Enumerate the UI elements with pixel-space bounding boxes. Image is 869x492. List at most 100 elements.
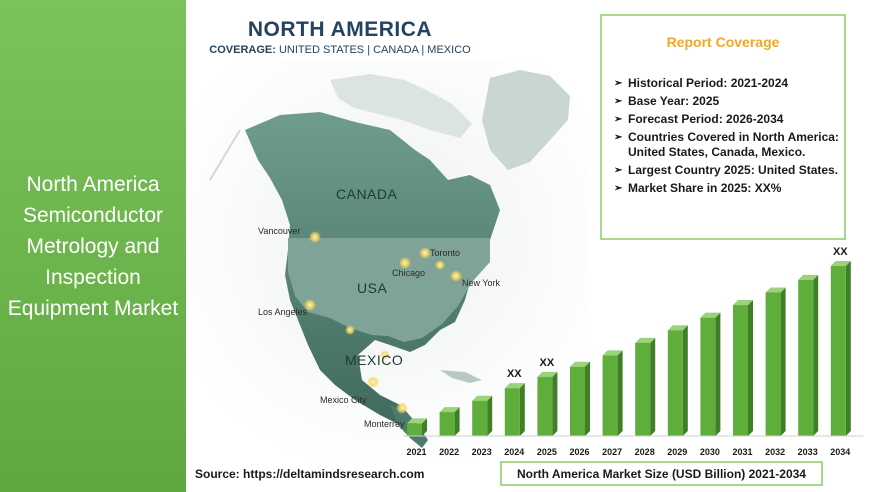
bar-side	[617, 350, 623, 436]
bar-side	[813, 274, 819, 436]
country-label-mexico: MEXICO	[345, 352, 404, 368]
city-label-vancouver: Vancouver	[258, 226, 301, 236]
arrow-bullet-icon: ➢	[614, 114, 623, 125]
bar-side	[487, 395, 493, 436]
bar-front	[830, 266, 846, 436]
bar-front	[700, 317, 716, 436]
country-label-usa: USA	[357, 280, 388, 296]
bar-top	[602, 350, 623, 356]
bar-front	[504, 388, 520, 436]
bar-side	[748, 300, 753, 436]
bar-2028	[635, 337, 656, 436]
bar-side	[682, 325, 688, 436]
city-label-monterrey: Monterrey	[364, 419, 405, 429]
bar-top	[504, 383, 525, 389]
tick-label-2033: 2033	[798, 447, 818, 457]
bar-top	[407, 418, 427, 424]
bar-2033	[798, 274, 819, 436]
source-text: Source: https://deltamindsresearch.com	[195, 467, 425, 481]
arrow-bullet-icon: ➢	[614, 165, 623, 176]
bar-top	[570, 361, 590, 367]
bar-front	[765, 292, 781, 436]
bar-top	[667, 325, 688, 331]
bar-side	[552, 371, 558, 436]
bar-2026	[570, 361, 590, 436]
data-label-2025: XX	[540, 357, 555, 369]
greenland-shape	[482, 70, 570, 170]
data-label-2024: XX	[507, 368, 522, 380]
chart-caption: North America Market Size (USD Billion) …	[500, 461, 823, 486]
bar-front	[602, 355, 618, 436]
bar-side	[422, 418, 427, 436]
bar-2025	[537, 371, 558, 436]
tick-label-2025: 2025	[537, 447, 557, 457]
coverage-label: COVERAGE:	[209, 44, 276, 56]
bar-front	[798, 279, 814, 436]
tick-label-2023: 2023	[472, 447, 492, 457]
tick-label-2028: 2028	[635, 447, 655, 457]
bar-top	[439, 407, 460, 413]
caribbean-shape	[440, 370, 482, 383]
tick-label-2034: 2034	[830, 447, 850, 457]
report-item: ➢ Forecast Period: 2026-2034	[614, 112, 784, 126]
bar-2029	[667, 325, 688, 436]
bar-front	[407, 423, 422, 436]
title-panel: North America Semiconductor Metrology an…	[0, 0, 186, 492]
market-title: North America Semiconductor Metrology an…	[7, 172, 179, 320]
tick-label-2021: 2021	[406, 447, 426, 457]
bar-top	[472, 395, 493, 401]
bar-2021	[407, 418, 427, 436]
bar-front	[635, 342, 651, 436]
bar-side	[780, 287, 786, 436]
bar-2030	[700, 312, 721, 436]
city-label-toronto: Toronto	[430, 248, 461, 258]
north-america-map	[190, 60, 590, 460]
bar-front	[733, 305, 748, 436]
bar-top	[733, 300, 753, 306]
arrow-bullet-icon: ➢	[614, 183, 623, 194]
bar-2023	[472, 395, 493, 436]
bar-top	[830, 261, 851, 266]
report-item: ➢ Largest Country 2025: United States.	[614, 163, 839, 177]
city-label-new-york: New York	[462, 278, 501, 288]
bar-side	[845, 261, 851, 436]
city-label-los-angeles: Los Angeles	[258, 307, 308, 317]
tick-label-2027: 2027	[602, 447, 622, 457]
coverage-countries: UNITED STATES | CANADA | MEXICO	[275, 44, 471, 56]
arrow-bullet-icon: ➢	[614, 96, 623, 107]
city-lights	[304, 231, 462, 414]
city-label-chicago: Chicago	[392, 268, 426, 278]
tick-label-2031: 2031	[732, 447, 752, 457]
bar-front	[570, 366, 585, 436]
tick-label-2024: 2024	[504, 447, 524, 457]
bar-front	[667, 330, 683, 436]
tick-label-2022: 2022	[439, 447, 459, 457]
report-coverage-title: Report Coverage	[666, 34, 780, 50]
bar-2024	[504, 383, 525, 436]
tick-label-2032: 2032	[765, 447, 785, 457]
report-item: ➢ Market Share in 2025: XX%	[614, 181, 782, 195]
pacific-line	[209, 129, 241, 181]
bar-top	[537, 371, 558, 377]
map-coverage: COVERAGE: UNITED STATES | CANADA | MEXIC…	[190, 44, 490, 56]
bar-2027	[602, 350, 623, 436]
arctic-islands-shape	[330, 74, 472, 138]
bar-top	[798, 274, 819, 280]
bar-front	[537, 376, 553, 436]
tick-label-2029: 2029	[667, 447, 687, 457]
report-item: ➢ Base Year: 2025	[614, 94, 720, 108]
bar-top	[635, 337, 656, 343]
bar-2032	[765, 287, 786, 436]
bar-front	[439, 412, 455, 436]
bar-side	[454, 407, 460, 436]
city-label-mexico-city: Mexico City	[320, 395, 367, 405]
bar-side	[650, 337, 656, 436]
report-coverage-list: ➢ Historical Period: 2021-2024 ➢ Base Year…	[614, 76, 840, 199]
report-item: ➢ Countries Covered in North America: Uni…	[614, 130, 839, 159]
report-coverage-box: Report Coverage ➢ Historical Period: 2021…	[600, 14, 846, 240]
tick-label-2030: 2030	[700, 447, 720, 457]
bar-side	[585, 361, 590, 436]
data-label-2034: XX	[833, 246, 848, 258]
bar-top	[765, 287, 786, 293]
tick-label-2026: 2026	[569, 447, 589, 457]
